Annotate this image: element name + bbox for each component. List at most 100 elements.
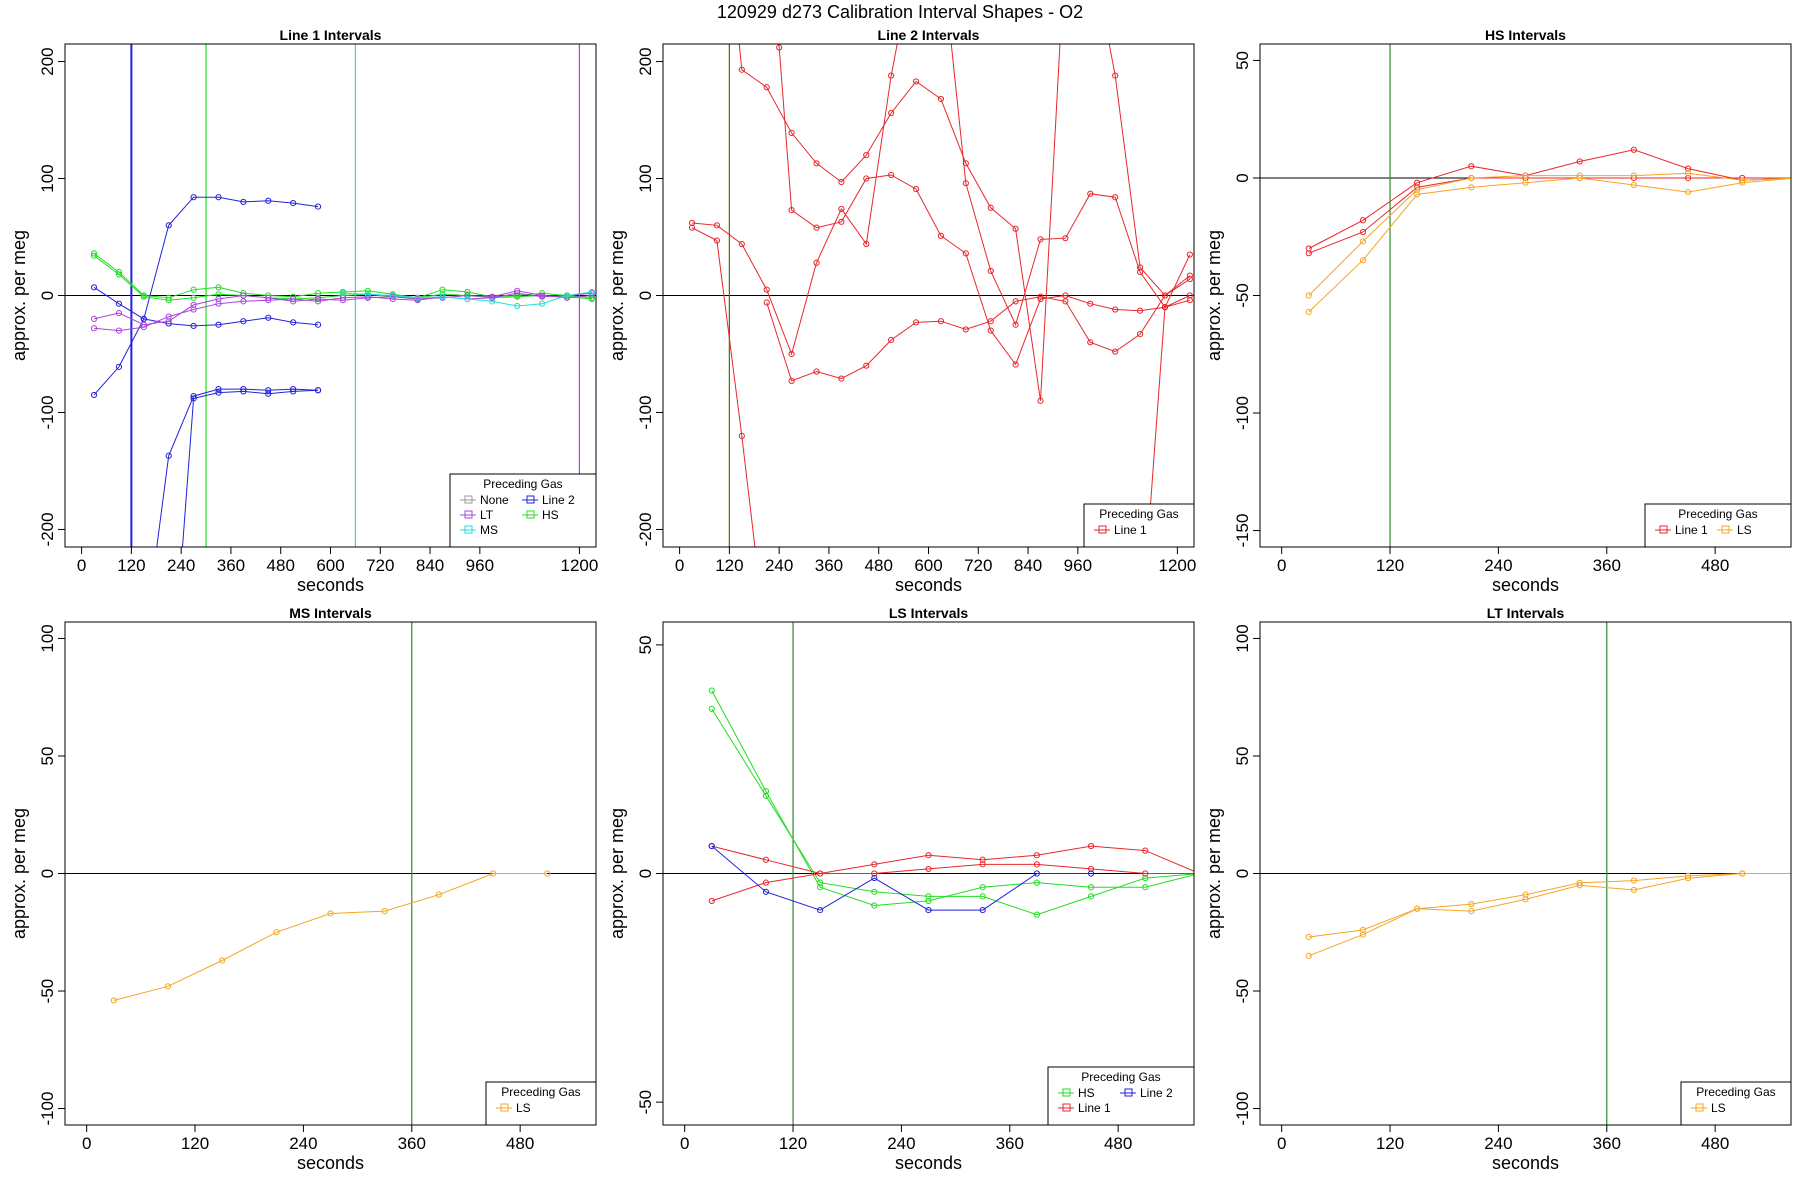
panel-hs-intervals: HS Intervals 0 120 240 360 480 seconds -150 -100… — [1204, 27, 1792, 595]
data-point-line-1 — [1630, 146, 1637, 153]
data-point-ls — [381, 908, 388, 915]
legend-title: Preceding Gas — [501, 1085, 580, 1099]
data-point-line-2 — [190, 194, 197, 201]
x-tick-label: 720 — [366, 556, 394, 575]
data-point-ls — [327, 910, 334, 917]
y-tick-label: -50 — [636, 1090, 655, 1115]
data-point-line-2 — [215, 385, 222, 393]
y-axis-label: approx. per meg — [1204, 230, 1224, 361]
data-point-line-1 — [813, 259, 820, 266]
data-point-line-1 — [1062, 292, 1069, 299]
data-point-line-1 — [1112, 72, 1119, 79]
data-point-line-1 — [962, 180, 969, 187]
legend-item-lt: LT — [460, 508, 494, 522]
legend-swatch-marker — [464, 510, 473, 519]
x-tick-label: 480 — [1701, 556, 1729, 575]
data-point-hs — [762, 792, 770, 799]
y-tick-label: 50 — [1233, 747, 1252, 766]
y-tick-label: -50 — [1233, 979, 1252, 1004]
series-line-line-1 — [1308, 149, 1791, 249]
data-point-ls — [1684, 875, 1692, 882]
x-tick-label: 840 — [416, 556, 444, 575]
data-point-line-1 — [1012, 225, 1019, 232]
x-axis-label: seconds — [1492, 575, 1559, 595]
data-point-line-1 — [688, 219, 696, 227]
data-point-line-1 — [1186, 251, 1193, 258]
data-point-lt — [314, 298, 322, 305]
data-point-line-1 — [1112, 348, 1119, 355]
x-tick-label: 360 — [398, 1134, 426, 1153]
series-line-hs — [93, 253, 592, 299]
data-point-line-2 — [314, 387, 322, 394]
x-tick-label: 480 — [506, 1134, 534, 1153]
data-point-line-2 — [265, 197, 272, 204]
data-point-line-1 — [763, 299, 770, 306]
legend-box — [485, 1081, 597, 1126]
y-tick-label: -100 — [1233, 396, 1252, 430]
legend-item-ms: MS — [460, 523, 498, 537]
data-point-line-1 — [912, 185, 920, 193]
x-tick-label: 1200 — [560, 556, 598, 575]
data-point-hs — [708, 705, 715, 712]
series-line-line-1 — [711, 863, 1194, 902]
y-axis-label: approx. per meg — [9, 808, 29, 939]
series-line-ls — [113, 873, 548, 1001]
figure-title: 120929 d273 Calibration Interval Shapes … — [717, 2, 1083, 22]
legend-label: Line 1 — [1114, 523, 1147, 537]
x-tick-label: 360 — [815, 556, 843, 575]
data-point-ls — [1739, 179, 1746, 186]
x-tick-label: 360 — [1593, 556, 1621, 575]
data-point-ls — [1630, 172, 1637, 179]
data-point-line-2 — [265, 390, 272, 397]
data-point-hs — [925, 897, 932, 905]
x-axis-label: seconds — [297, 1153, 364, 1173]
y-tick-label: 100 — [38, 164, 57, 192]
data-point-hs — [817, 884, 824, 891]
data-point-ls — [1414, 191, 1421, 198]
data-point-line-2 — [762, 888, 770, 895]
y-tick-label: -150 — [1233, 514, 1252, 548]
data-point-line-1 — [713, 222, 721, 229]
series-line-line-2 — [93, 286, 319, 327]
data-point-hs — [190, 294, 197, 301]
legend-item-ls: LS — [1717, 523, 1752, 537]
data-point-hs — [1142, 884, 1149, 891]
data-point-line-2 — [925, 906, 932, 914]
data-point-line-1 — [1112, 306, 1119, 313]
y-tick-label: 100 — [636, 164, 655, 192]
data-point-line-1 — [863, 362, 870, 369]
data-point-line-1 — [762, 879, 770, 886]
data-point-line-1 — [987, 327, 994, 334]
data-point-hs — [925, 893, 932, 900]
x-tick-label: 480 — [1104, 1134, 1132, 1153]
data-point-lt — [115, 309, 123, 317]
data-point-hs — [215, 284, 222, 291]
y-tick-label: -50 — [1233, 283, 1252, 308]
x-tick-label: 120 — [181, 1134, 209, 1153]
data-point-line-1 — [987, 267, 994, 275]
data-point-line-2 — [265, 314, 272, 321]
legend-label: LS — [1737, 523, 1752, 537]
data-point-line-1 — [913, 644, 918, 649]
panel-title: Line 2 Intervals — [878, 27, 980, 43]
data-point-line-1 — [1088, 644, 1093, 649]
x-tick-label: 240 — [167, 556, 195, 575]
data-point-ls — [1630, 877, 1637, 884]
y-tick-label: 100 — [38, 624, 57, 652]
plot-area — [65, 44, 596, 547]
data-point-line-1 — [838, 375, 845, 382]
legend-swatch-marker — [526, 495, 535, 504]
data-point-line-2 — [90, 391, 98, 399]
x-tick-label: 120 — [715, 556, 743, 575]
data-point-line-1 — [813, 160, 820, 167]
data-point-line-2 — [314, 321, 322, 328]
y-tick-label: 0 — [1233, 173, 1252, 182]
data-point-line-1 — [763, 84, 770, 91]
data-point-hs — [1087, 884, 1095, 891]
data-point-line-1 — [764, 644, 769, 649]
legend: Preceding Gas HS Line 2 Line 1 — [1047, 1066, 1195, 1126]
data-point-line-1 — [925, 865, 932, 873]
data-point-line-2 — [979, 906, 986, 914]
data-point-ls — [110, 997, 117, 1004]
data-point-ls — [164, 983, 172, 990]
